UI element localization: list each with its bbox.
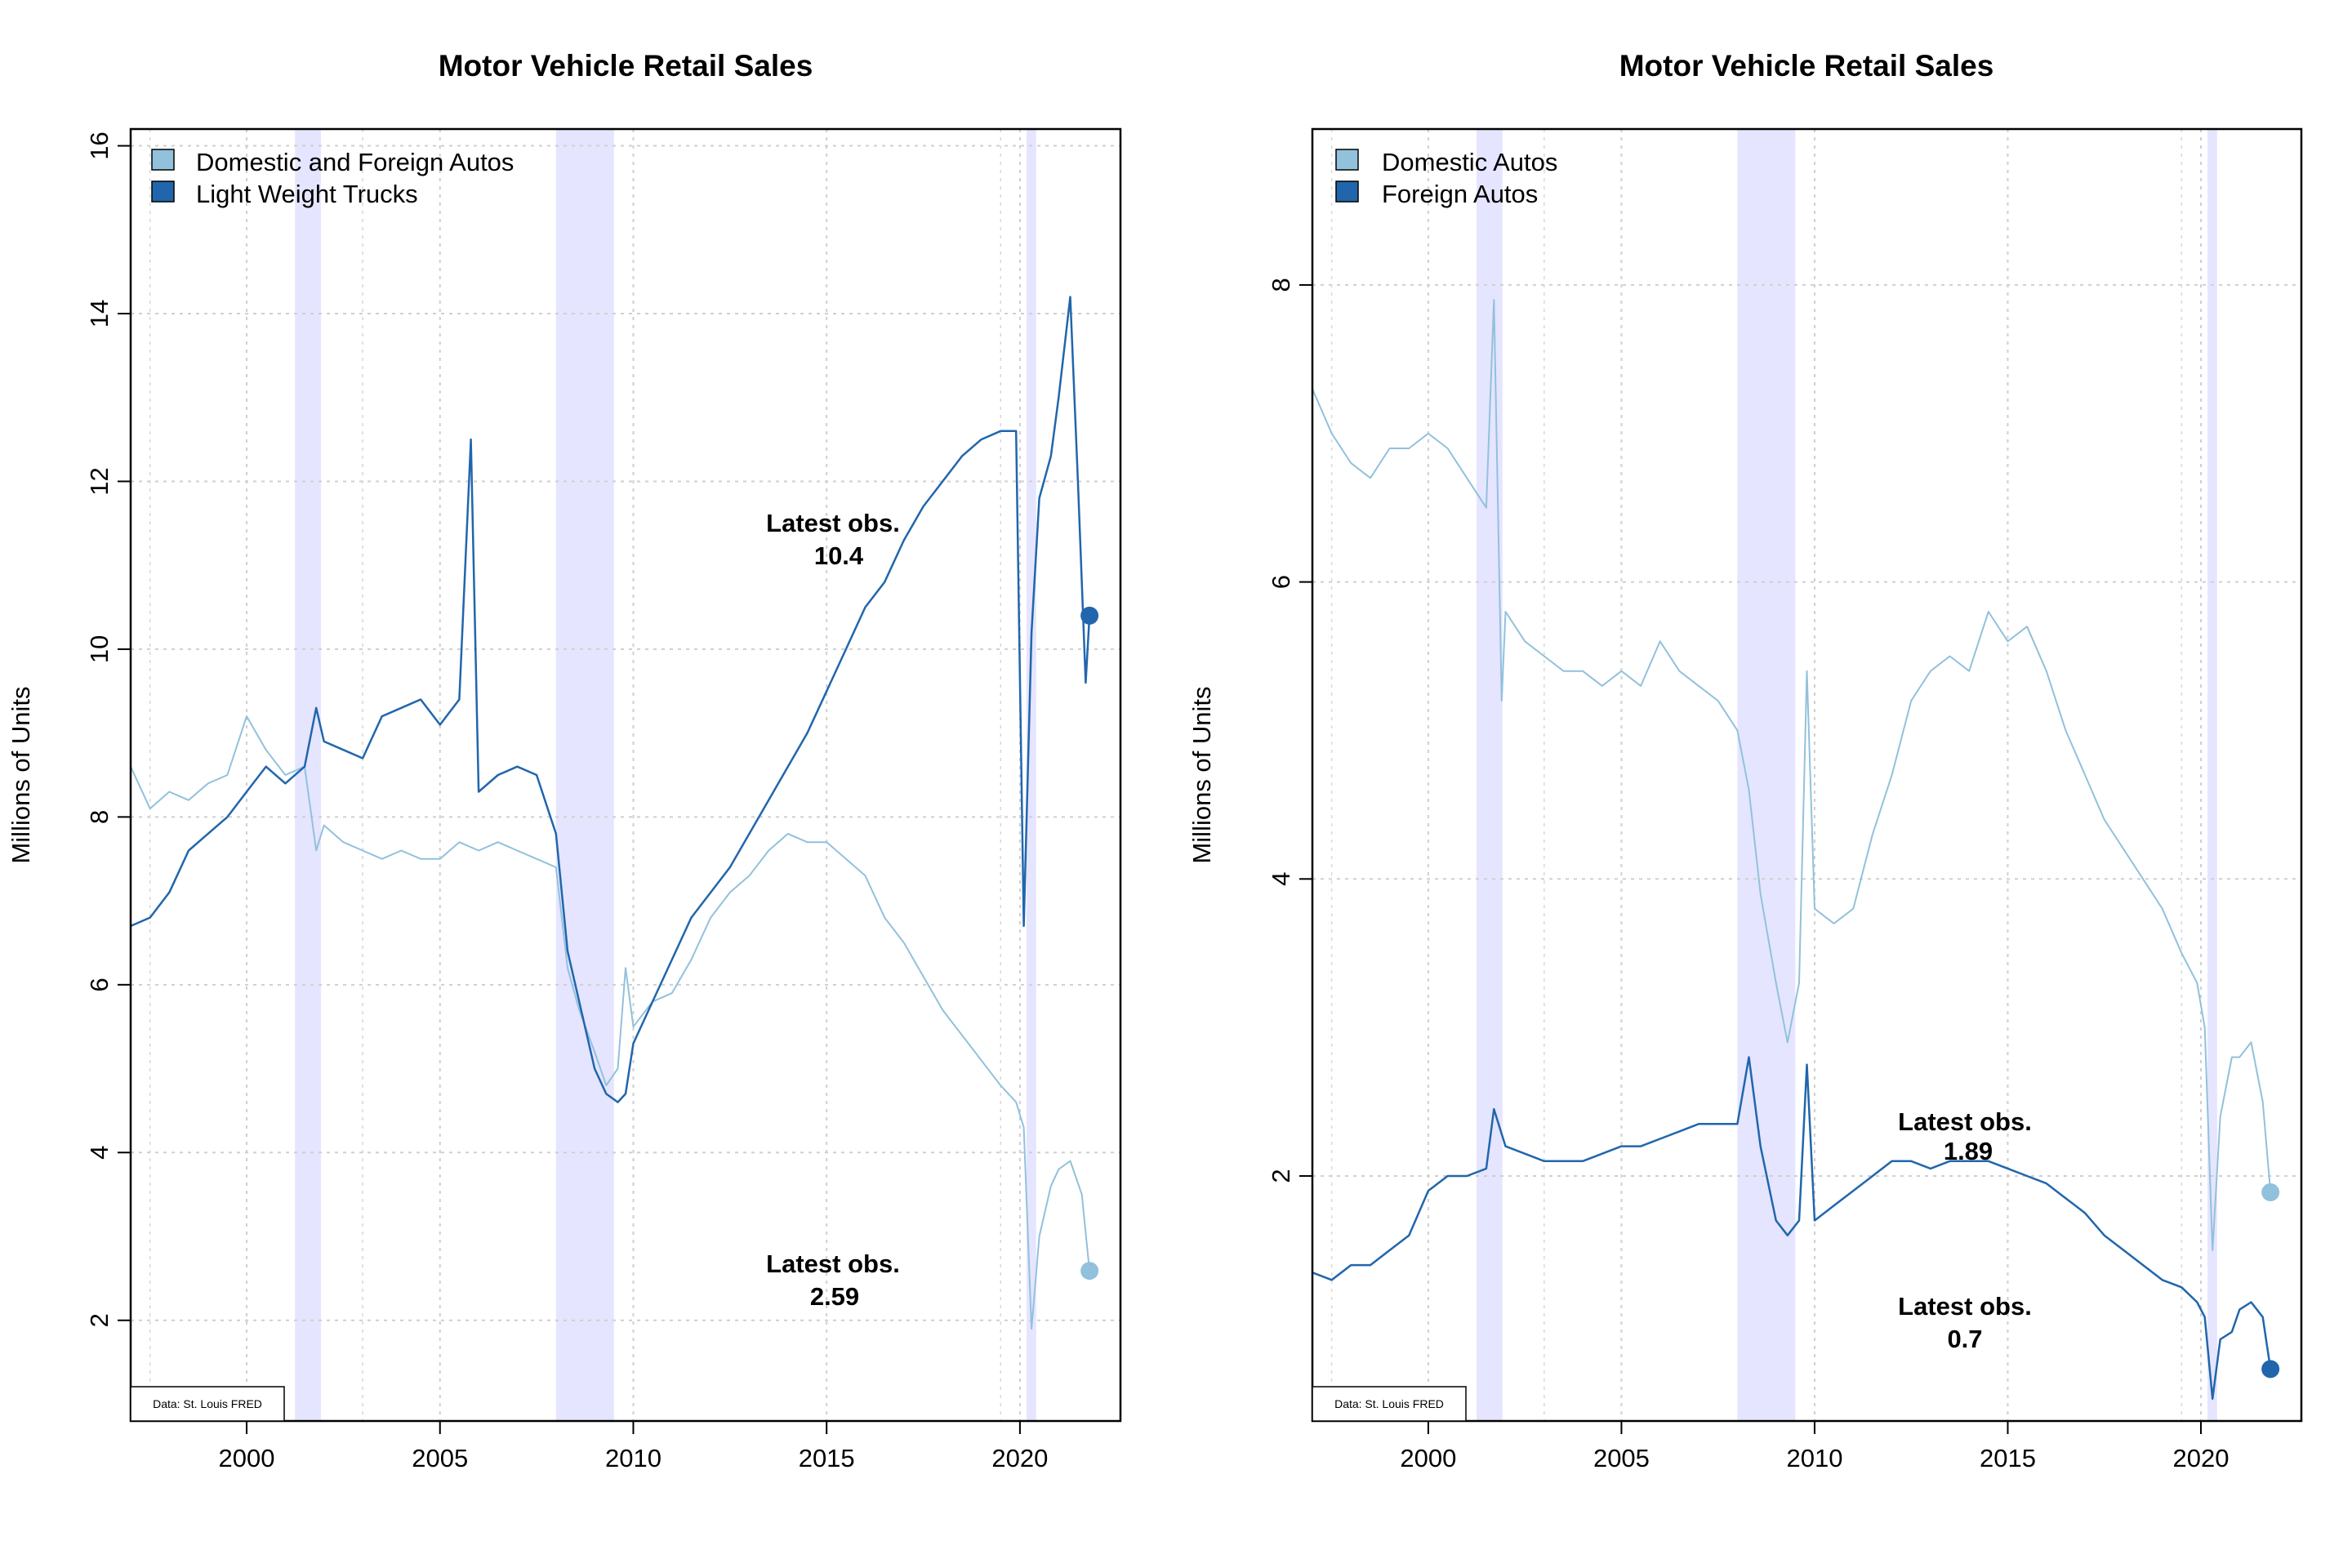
left-y-tick-label: 6 [85, 978, 114, 991]
left-legend-swatch-series-1 [151, 149, 175, 171]
right-chart-panel: Motor Vehicle Retail Sales 2000 2005 2010 2… [1187, 49, 2303, 1472]
left-chart-title: Motor Vehicle Retail Sales [439, 49, 813, 82]
left-recession-band [555, 129, 614, 1421]
left-y-tick-label: 8 [85, 810, 114, 824]
right-recession-band [2207, 129, 2217, 1421]
left-legend: Domestic and Foreign Autos Light Weight … [151, 148, 514, 208]
left-annotation-trucks-label: Latest obs. [766, 509, 900, 537]
left-x-tick-label: 2005 [412, 1444, 468, 1472]
right-y-tick-label: 4 [1267, 872, 1295, 886]
left-recession-band [1026, 129, 1036, 1421]
right-series-line-1 [1312, 299, 2272, 1251]
left-annotation-autos-label: Latest obs. [766, 1250, 900, 1278]
left-annotation-trucks-value: 10.4 [814, 541, 864, 570]
left-legend-label-series-1: Domestic and Foreign Autos [196, 148, 514, 176]
right-annotation-foreign-value: 0.7 [1947, 1325, 1982, 1353]
right-legend-swatch-series-1 [1335, 149, 1359, 171]
left-latest-obs-point-2 [1080, 606, 1099, 625]
right-latest-obs-point-2 [2261, 1360, 2280, 1379]
right-y-tick-label: 2 [1267, 1169, 1295, 1183]
right-source-note: Data: St. Louis FRED [1312, 1386, 1467, 1422]
right-latest-obs-point-1 [2261, 1183, 2280, 1201]
left-chart-panel: Motor Vehicle Retail Sales 2000 2005 2010 2… [7, 49, 1122, 1472]
left-annotation-autos-value: 2.59 [810, 1282, 859, 1311]
right-y-tick-label: 6 [1267, 575, 1295, 589]
right-annotation-domestic-value: 1.89 [1944, 1137, 1993, 1165]
right-source-note-text: Data: St. Louis FRED [1334, 1397, 1444, 1410]
left-series-line-1 [130, 715, 1091, 1330]
left-plot-frame [129, 127, 1122, 1423]
right-x-tick-label: 2010 [1786, 1444, 1842, 1472]
left-annotation-trucks: Latest obs. 10.4 [766, 509, 900, 570]
left-y-tick-label: 14 [85, 300, 114, 327]
left-x-tick-label: 2020 [991, 1444, 1048, 1472]
left-source-note: Data: St. Louis FRED [130, 1386, 285, 1422]
left-source-note-text: Data: St. Louis FRED [153, 1397, 262, 1410]
right-x-tick-label: 2005 [1593, 1444, 1650, 1472]
left-latest-obs-point-1 [1080, 1262, 1099, 1281]
right-annotation-domestic-label: Latest obs. [1898, 1107, 2032, 1136]
left-x-tick-label: 2010 [605, 1444, 662, 1472]
right-x-tick-label: 2015 [1980, 1444, 2036, 1472]
left-y-tick-label: 2 [85, 1313, 114, 1327]
left-recession-band [295, 129, 321, 1421]
right-series-line-2 [1312, 1056, 2272, 1400]
right-x-tick-label: 2000 [1400, 1444, 1456, 1472]
right-recession-band [1477, 129, 1503, 1421]
left-y-tick-label: 12 [85, 467, 114, 495]
right-source-note-box [1312, 1386, 1467, 1422]
left-x-tick-label: 2015 [799, 1444, 855, 1472]
right-legend-swatch-series-2 [1335, 180, 1359, 203]
right-legend: Domestic Autos Foreign Autos [1335, 148, 1557, 208]
right-annotation-foreign-label: Latest obs. [1898, 1292, 2032, 1321]
left-y-tick-label: 10 [85, 635, 114, 663]
right-x-tick-label: 2020 [2173, 1444, 2230, 1472]
left-legend-swatch-series-2 [151, 180, 175, 203]
right-annotation-domestic: Latest obs. 1.89 [1898, 1107, 2032, 1165]
right-annotation-foreign: Latest obs. 0.7 [1898, 1292, 2032, 1353]
left-y-axis-label: Millions of Units [7, 686, 35, 863]
left-source-note-box [130, 1386, 285, 1422]
left-y-tick-label: 4 [85, 1146, 114, 1160]
right-plot-frame [1311, 127, 2303, 1423]
left-series-line-2 [130, 296, 1091, 1103]
right-y-axis-label: Millions of Units [1187, 686, 1216, 863]
right-legend-label-series-2: Foreign Autos [1382, 180, 1538, 208]
left-x-tick-label: 2000 [219, 1444, 275, 1472]
left-annotation-autos: Latest obs. 2.59 [766, 1250, 900, 1311]
right-chart-title: Motor Vehicle Retail Sales [1619, 49, 1994, 82]
right-y-tick-label: 8 [1267, 278, 1295, 292]
left-legend-label-series-2: Light Weight Trucks [196, 180, 418, 208]
right-legend-label-series-1: Domestic Autos [1382, 148, 1557, 176]
right-recession-band [1737, 129, 1796, 1421]
left-y-tick-label: 16 [85, 131, 114, 159]
